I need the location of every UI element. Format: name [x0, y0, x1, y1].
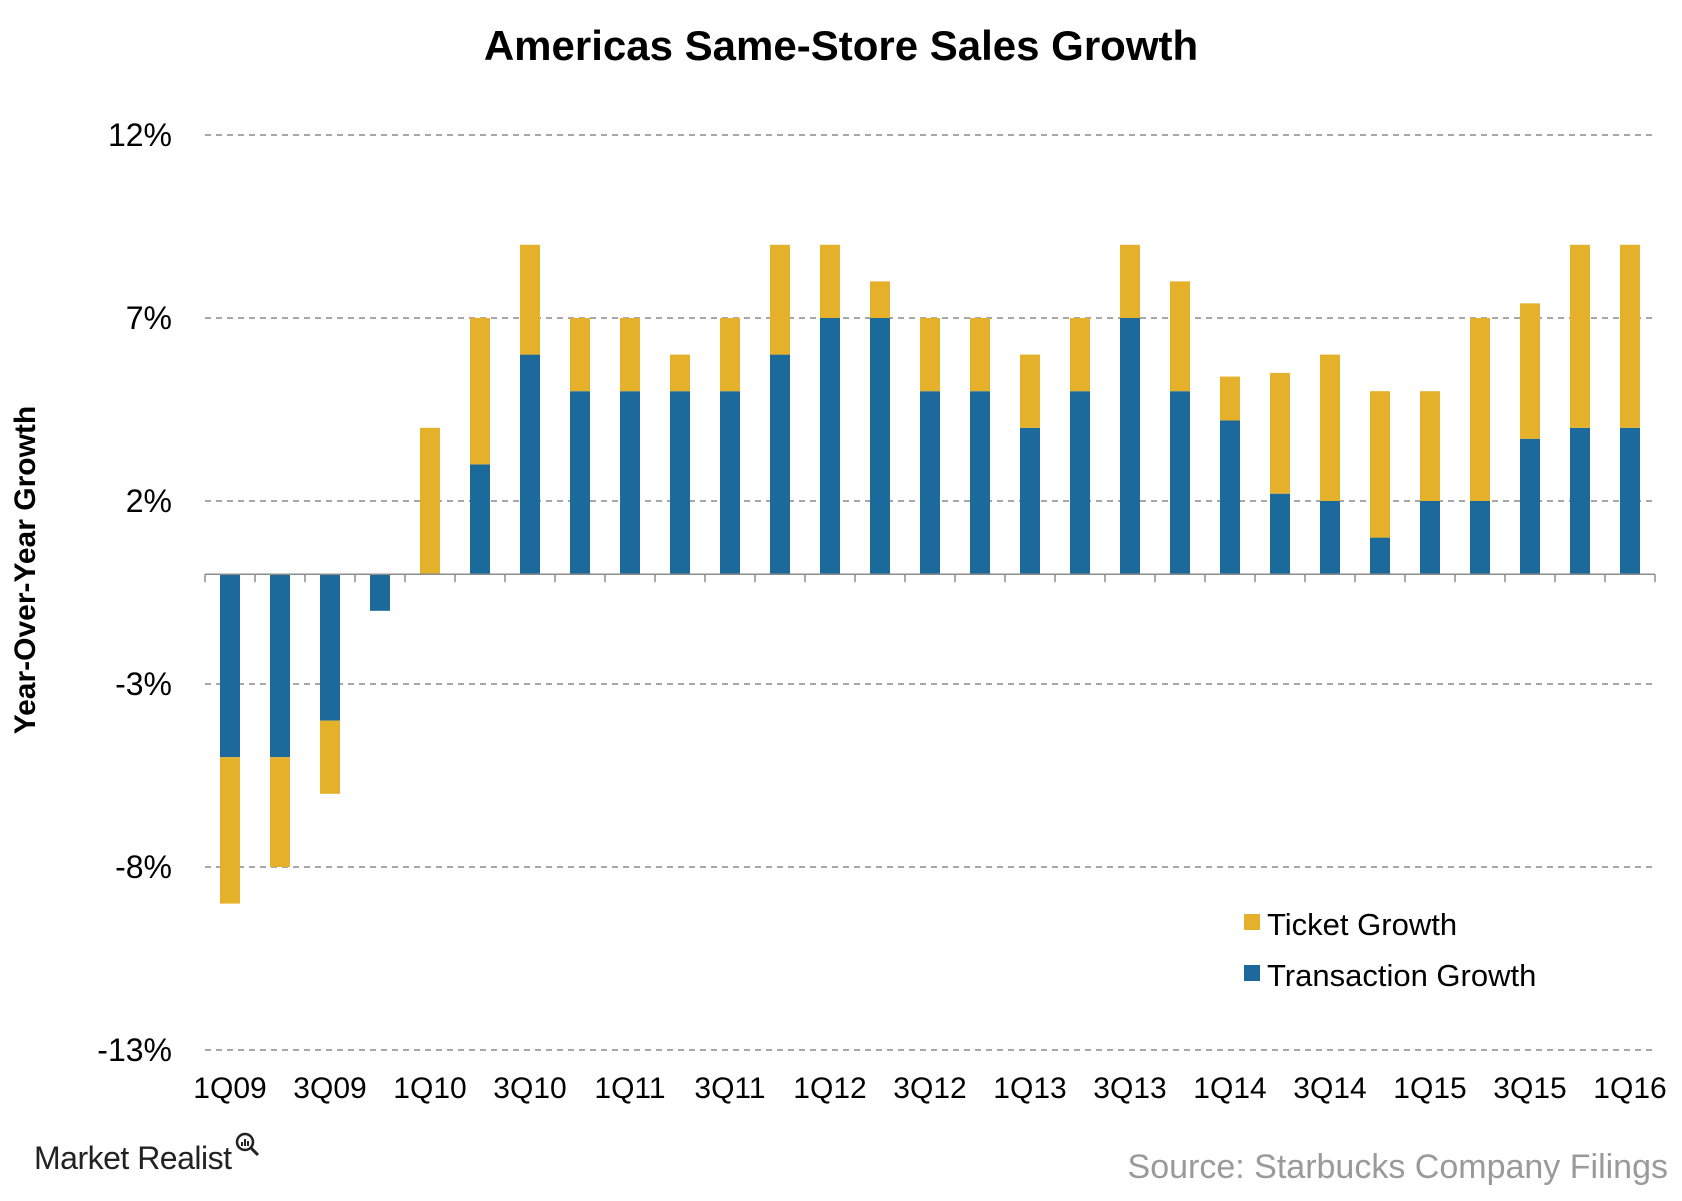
- bar-ticket-1Q09: [220, 757, 240, 904]
- bar-ticket-2Q09: [270, 757, 290, 867]
- bar-ticket-2Q10: [470, 318, 490, 465]
- bar-transaction-2Q09: [270, 574, 290, 758]
- x-tick-label: 3Q10: [493, 1072, 566, 1105]
- y-tick-label: -13%: [97, 1032, 172, 1068]
- x-tick-label: 3Q09: [293, 1072, 366, 1105]
- magnifier-chart-icon: [234, 1128, 260, 1157]
- bar-ticket-3Q12: [920, 318, 940, 392]
- bar-transaction-3Q09: [320, 574, 340, 721]
- bar-ticket-2Q12: [870, 281, 890, 318]
- bar-transaction-2Q15: [1470, 501, 1490, 575]
- x-tick-label: 1Q14: [1193, 1072, 1266, 1105]
- bar-transaction-2Q11: [670, 391, 690, 575]
- bar-ticket-4Q14: [1370, 391, 1390, 538]
- bar-ticket-2Q13: [1070, 318, 1090, 392]
- bar-ticket-4Q13: [1170, 281, 1190, 392]
- x-tick-label: 1Q13: [993, 1072, 1066, 1105]
- bar-transaction-4Q10: [570, 391, 590, 575]
- y-tick-label: -3%: [115, 666, 172, 702]
- bar-ticket-3Q11: [720, 318, 740, 392]
- bar-ticket-3Q14: [1320, 354, 1340, 501]
- x-tick-label: 3Q15: [1493, 1072, 1566, 1105]
- bar-ticket-2Q15: [1470, 318, 1490, 501]
- bar-ticket-1Q16: [1620, 244, 1640, 428]
- bar-transaction-4Q15: [1570, 427, 1590, 575]
- bar-transaction-1Q15: [1420, 501, 1440, 575]
- y-tick-label: 12%: [108, 117, 172, 153]
- bar-ticket-2Q14: [1270, 372, 1290, 494]
- x-tick-label: 1Q15: [1393, 1072, 1466, 1105]
- bar-transaction-4Q14: [1370, 537, 1390, 575]
- y-tick-label: 7%: [126, 300, 172, 336]
- bar-ticket-1Q14: [1220, 376, 1240, 421]
- bar-ticket-2Q11: [670, 354, 690, 392]
- bar-ticket-4Q15: [1570, 244, 1590, 428]
- x-tick-labels: 1Q09 3Q09 1Q10 3Q10 1Q11 3Q11 1Q12 3Q12 1Q13 3Q13…: [193, 1072, 1666, 1105]
- bar-ticket-3Q10: [520, 244, 540, 355]
- x-tick-label: 3Q12: [893, 1072, 966, 1105]
- source-note: Source: Starbucks Company Filings: [1127, 1148, 1668, 1186]
- legend-label-ticket: Ticket Growth: [1267, 907, 1457, 942]
- legend-label-transaction: Transaction Growth: [1267, 958, 1536, 993]
- bar-transaction-2Q12: [870, 318, 890, 575]
- bar-ticket-3Q09: [320, 720, 340, 794]
- bar-transaction-1Q13: [1020, 427, 1040, 575]
- bar-ticket-3Q15: [1520, 303, 1540, 439]
- brand-logo: Market Realist: [34, 1132, 260, 1177]
- legend: Ticket Growth Transaction Growth: [1244, 907, 1536, 993]
- bar-transaction-3Q13: [1120, 318, 1140, 575]
- bar-transaction-3Q14: [1320, 501, 1340, 575]
- bar-transaction-2Q10: [470, 464, 490, 575]
- y-tick-label: -8%: [115, 849, 172, 885]
- bar-transaction-1Q11: [620, 391, 640, 575]
- bar-ticket-1Q10: [420, 427, 440, 575]
- legend-swatch-transaction: [1244, 965, 1260, 981]
- bar-ticket-1Q11: [620, 318, 640, 392]
- bar-transaction-3Q11: [720, 391, 740, 575]
- bar-transaction-1Q12: [820, 318, 840, 575]
- x-tick-label: 1Q12: [793, 1072, 866, 1105]
- x-tick-label: 1Q09: [193, 1072, 266, 1105]
- bar-transaction-1Q16: [1620, 427, 1640, 575]
- brand-name: Market Realist: [34, 1140, 232, 1176]
- y-axis-label: Year-Over-Year Growth: [9, 406, 42, 734]
- bar-transaction-1Q14: [1220, 420, 1240, 575]
- bar-ticket-4Q10: [570, 318, 590, 392]
- x-tick-label: 1Q16: [1593, 1072, 1666, 1105]
- bar-ticket-4Q12: [970, 318, 990, 392]
- bar-ticket-1Q12: [820, 244, 840, 318]
- y-tick-labels: 12% 7% 2% -3% -8% -13%: [97, 117, 172, 1068]
- x-tick-label: 3Q13: [1093, 1072, 1166, 1105]
- x-tick-label: 3Q14: [1293, 1072, 1366, 1105]
- x-tick-label: 1Q10: [393, 1072, 466, 1105]
- bar-ticket-1Q13: [1020, 354, 1040, 428]
- bar-transaction-2Q13: [1070, 391, 1090, 575]
- bar-transaction-4Q13: [1170, 391, 1190, 575]
- x-tick-label: 1Q11: [594, 1072, 665, 1105]
- bar-transaction-4Q11: [770, 354, 790, 575]
- bar-ticket-3Q13: [1120, 244, 1140, 318]
- y-tick-label: 2%: [126, 483, 172, 519]
- x-tick-label: 3Q11: [694, 1072, 765, 1105]
- bar-transaction-2Q14: [1270, 493, 1290, 575]
- chart-title: Americas Same-Store Sales Growth: [483, 22, 1199, 69]
- bar-ticket-4Q11: [770, 244, 790, 355]
- bar-transaction-1Q09: [220, 574, 240, 758]
- legend-swatch-ticket: [1244, 914, 1260, 930]
- bar-ticket-1Q15: [1420, 391, 1440, 501]
- bar-transaction-4Q09: [370, 574, 390, 611]
- x-axis: [204, 573, 1656, 583]
- bar-transaction-3Q12: [920, 391, 940, 575]
- bar-transaction-4Q12: [970, 391, 990, 575]
- bar-transaction-3Q15: [1520, 438, 1540, 575]
- bars: [220, 244, 1640, 904]
- bar-transaction-3Q10: [520, 354, 540, 575]
